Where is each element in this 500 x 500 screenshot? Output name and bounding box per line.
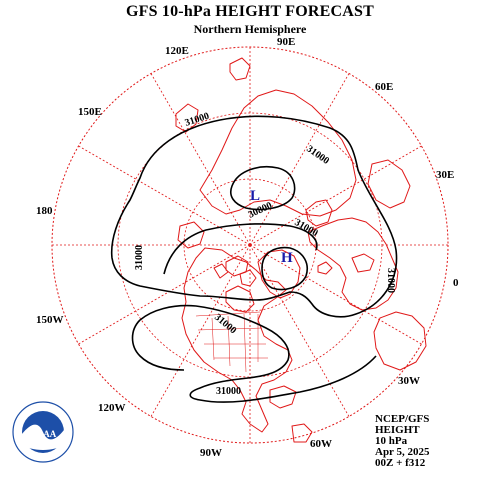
map-title: GFS 10-hPa HEIGHT FORECAST (125, 3, 375, 20)
info-level: 10 hPa (375, 435, 408, 447)
high-pressure-center: H (281, 250, 293, 266)
noaa-logo-wave (22, 424, 64, 450)
meridian-60w (249, 244, 350, 417)
low-pressure-center: L (250, 188, 260, 204)
meridian-label-60w: 60W (310, 438, 332, 450)
contour-30800-low (230, 166, 296, 211)
meridian-150w (78, 244, 251, 345)
info-variable: HEIGHT (375, 424, 420, 436)
political-borders (195, 311, 268, 373)
info-model: NCEP/GFS (375, 413, 430, 425)
contour-label-4: 31000 (293, 217, 320, 239)
border-line-2 (197, 327, 263, 331)
meridian-label-90e: 90E (277, 36, 295, 48)
meridian-label-180: 180 (36, 205, 53, 217)
japan-coast (175, 103, 199, 133)
contour-31000-inner (163, 223, 318, 275)
meridian-grid (52, 47, 448, 443)
meridian-label-150e: 150E (78, 106, 102, 118)
border-line-7 (243, 313, 247, 373)
contour-label-2: 31000 (304, 143, 331, 166)
coastlines (175, 57, 427, 443)
meridian-label-150w: 150W (36, 314, 64, 326)
caribbean-coast (269, 385, 297, 409)
asia-coast (199, 89, 357, 217)
meridian-label-120w: 120W (98, 402, 126, 414)
contour-label-6: 31000 (385, 268, 396, 293)
alaska-coast (177, 221, 205, 249)
forecast-info-box: NCEP/GFS HEIGHT 10 hPa Apr 5, 2025 00Z +… (375, 414, 430, 469)
info-date: Apr 5, 2025 (375, 446, 430, 458)
europe-coast (307, 217, 399, 311)
south-asia-coast (367, 159, 411, 209)
meridian-label-0: 0 (453, 277, 459, 289)
meridian-120e (150, 73, 251, 246)
meridian-label-30w: 30W (398, 375, 420, 387)
noaa-logo: NOAA (12, 401, 74, 463)
noaa-logo-text: NOAA (30, 429, 57, 439)
meridian-label-120e: 120E (165, 45, 189, 57)
iceland-coast (317, 261, 333, 275)
height-contours (110, 115, 398, 403)
greenland-coast (257, 249, 301, 299)
hudson-bay (225, 285, 255, 313)
meridian-120w (150, 244, 251, 417)
border-line-6 (227, 315, 231, 367)
meridian-60e (249, 73, 350, 246)
border-line-1 (195, 311, 261, 317)
map-subtitle: Northern Hemisphere (193, 22, 307, 36)
contour-31000-west (131, 319, 185, 371)
border-line-5 (211, 317, 215, 361)
mediterranean-coast (351, 253, 375, 273)
africa-coast (373, 311, 427, 371)
meridian-label-30e: 30E (436, 169, 454, 181)
meridian-30e (249, 145, 422, 246)
contour-31000-south (139, 304, 377, 403)
meridian-30w (249, 244, 422, 345)
contour-high-loop (261, 246, 308, 291)
meridian-label-60e: 60E (375, 81, 393, 93)
north-america-coast (181, 247, 293, 433)
meridian-label-90w: 90W (200, 447, 222, 459)
arctic-island-3 (213, 263, 229, 279)
contour-31000-outer (110, 115, 398, 318)
arctic-island-2 (239, 269, 257, 287)
southeast-asia-coast (229, 57, 251, 81)
scandinavia-coast (305, 199, 333, 227)
meridian-150e (78, 145, 251, 246)
contour-label-8: 31000 (216, 386, 241, 397)
info-forecast-hour: 00Z + f312 (375, 457, 426, 469)
south-america-coast (291, 423, 313, 443)
contour-label-5: 31000 (134, 245, 145, 270)
